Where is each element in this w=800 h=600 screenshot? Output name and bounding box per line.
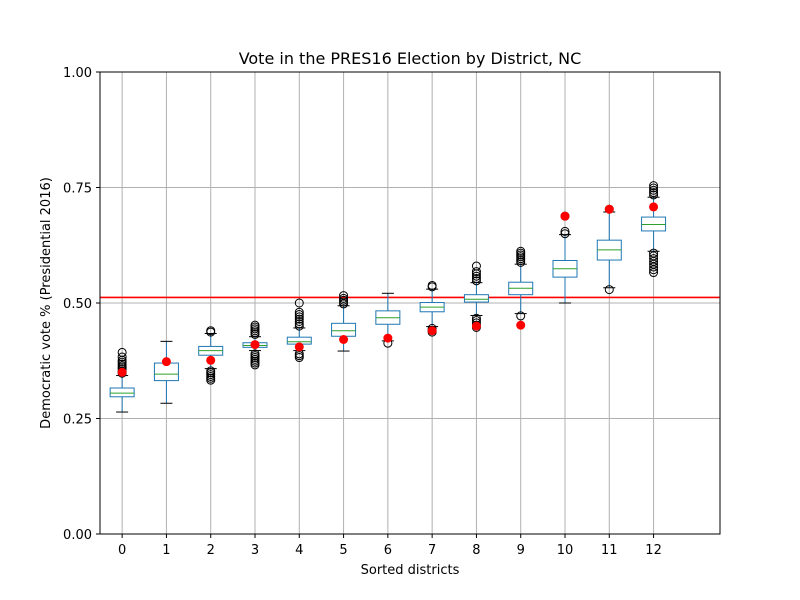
y-tick-label: 0.75 — [63, 182, 92, 197]
x-tick-label: 10 — [557, 543, 574, 558]
enacted-point-district-1 — [162, 357, 171, 366]
x-tick-label: 9 — [517, 543, 525, 558]
y-axis-label: Democratic vote % (Presidential 2016) — [39, 177, 54, 429]
enacted-point-district-6 — [383, 334, 392, 343]
enacted-point-district-10 — [561, 212, 570, 221]
enacted-point-district-8 — [472, 322, 481, 331]
enacted-point-district-12 — [649, 202, 658, 211]
x-tick-label: 11 — [601, 543, 618, 558]
iqr-box — [464, 295, 488, 302]
enacted-point-district-7 — [428, 326, 437, 335]
x-tick-label: 3 — [251, 543, 259, 558]
enacted-point-district-2 — [206, 356, 215, 365]
x-axis-label: Sorted districts — [361, 563, 460, 578]
y-tick-label: 0.50 — [63, 297, 92, 312]
enacted-point-district-9 — [516, 321, 525, 330]
x-tick-label: 5 — [339, 543, 347, 558]
x-tick-label: 0 — [118, 543, 126, 558]
x-tick-label: 2 — [207, 543, 215, 558]
enacted-point-district-11 — [605, 205, 614, 214]
x-tick-label: 7 — [428, 543, 436, 558]
iqr-box — [332, 323, 356, 336]
x-tick-label: 12 — [645, 543, 662, 558]
y-tick-label: 0.25 — [63, 413, 92, 428]
enacted-point-district-0 — [118, 368, 127, 377]
enacted-point-district-4 — [295, 342, 304, 351]
chart-title: Vote in the PRES16 Election by District,… — [239, 49, 582, 68]
x-tick-label: 1 — [162, 543, 170, 558]
x-tick-label: 6 — [384, 543, 392, 558]
iqr-box — [110, 388, 134, 397]
x-tick-label: 8 — [472, 543, 480, 558]
y-tick-label: 1.00 — [63, 66, 92, 81]
y-tick-label: 0.00 — [63, 528, 92, 543]
enacted-point-district-3 — [251, 340, 260, 349]
x-tick-label: 4 — [295, 543, 303, 558]
enacted-point-district-5 — [339, 335, 348, 344]
